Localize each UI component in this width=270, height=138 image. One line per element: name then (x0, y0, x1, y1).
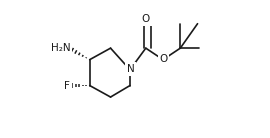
Text: O: O (159, 54, 167, 64)
Text: H₂N: H₂N (51, 43, 70, 53)
Text: O: O (142, 14, 150, 24)
Text: F: F (65, 81, 70, 91)
Text: N: N (127, 64, 134, 74)
